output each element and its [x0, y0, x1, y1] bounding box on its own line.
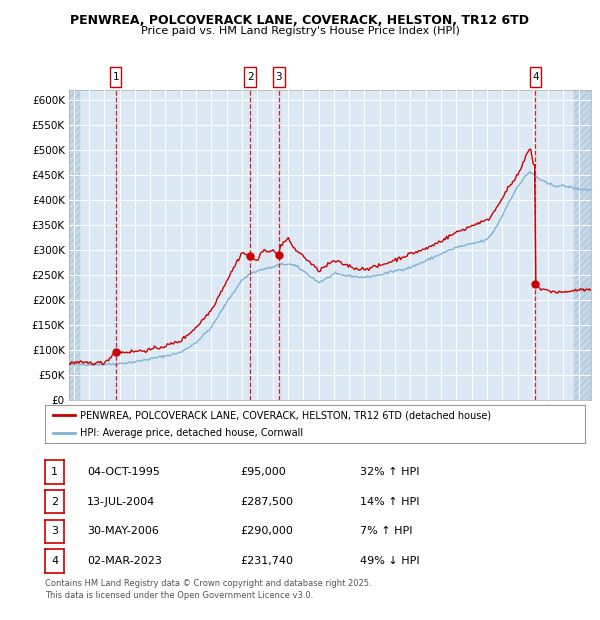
Text: 2: 2	[51, 497, 58, 507]
Text: 13-JUL-2004: 13-JUL-2004	[87, 497, 155, 507]
FancyBboxPatch shape	[530, 67, 541, 87]
Text: £231,740: £231,740	[240, 556, 293, 566]
Text: 3: 3	[51, 526, 58, 536]
Text: PENWREA, POLCOVERACK LANE, COVERACK, HELSTON, TR12 6TD (detached house): PENWREA, POLCOVERACK LANE, COVERACK, HEL…	[80, 410, 491, 420]
Text: 02-MAR-2023: 02-MAR-2023	[87, 556, 162, 566]
Text: 2: 2	[247, 73, 253, 82]
Text: 32% ↑ HPI: 32% ↑ HPI	[360, 467, 419, 477]
Text: 30-MAY-2006: 30-MAY-2006	[87, 526, 159, 536]
Text: 14% ↑ HPI: 14% ↑ HPI	[360, 497, 419, 507]
Text: Price paid vs. HM Land Registry's House Price Index (HPI): Price paid vs. HM Land Registry's House …	[140, 26, 460, 36]
Text: 4: 4	[51, 556, 58, 566]
Text: Contains HM Land Registry data © Crown copyright and database right 2025.: Contains HM Land Registry data © Crown c…	[45, 578, 371, 588]
Text: 1: 1	[51, 467, 58, 477]
FancyBboxPatch shape	[110, 67, 121, 87]
Text: 1: 1	[112, 73, 119, 82]
Text: £290,000: £290,000	[240, 526, 293, 536]
Text: 7% ↑ HPI: 7% ↑ HPI	[360, 526, 413, 536]
FancyBboxPatch shape	[273, 67, 284, 87]
Text: 49% ↓ HPI: 49% ↓ HPI	[360, 556, 419, 566]
Text: 4: 4	[532, 73, 539, 82]
Text: £95,000: £95,000	[240, 467, 286, 477]
Text: £287,500: £287,500	[240, 497, 293, 507]
Text: PENWREA, POLCOVERACK LANE, COVERACK, HELSTON, TR12 6TD: PENWREA, POLCOVERACK LANE, COVERACK, HEL…	[71, 14, 530, 27]
Text: HPI: Average price, detached house, Cornwall: HPI: Average price, detached house, Corn…	[80, 428, 303, 438]
Text: 04-OCT-1995: 04-OCT-1995	[87, 467, 160, 477]
FancyBboxPatch shape	[244, 67, 256, 87]
Text: This data is licensed under the Open Government Licence v3.0.: This data is licensed under the Open Gov…	[45, 591, 313, 600]
Text: 3: 3	[275, 73, 282, 82]
